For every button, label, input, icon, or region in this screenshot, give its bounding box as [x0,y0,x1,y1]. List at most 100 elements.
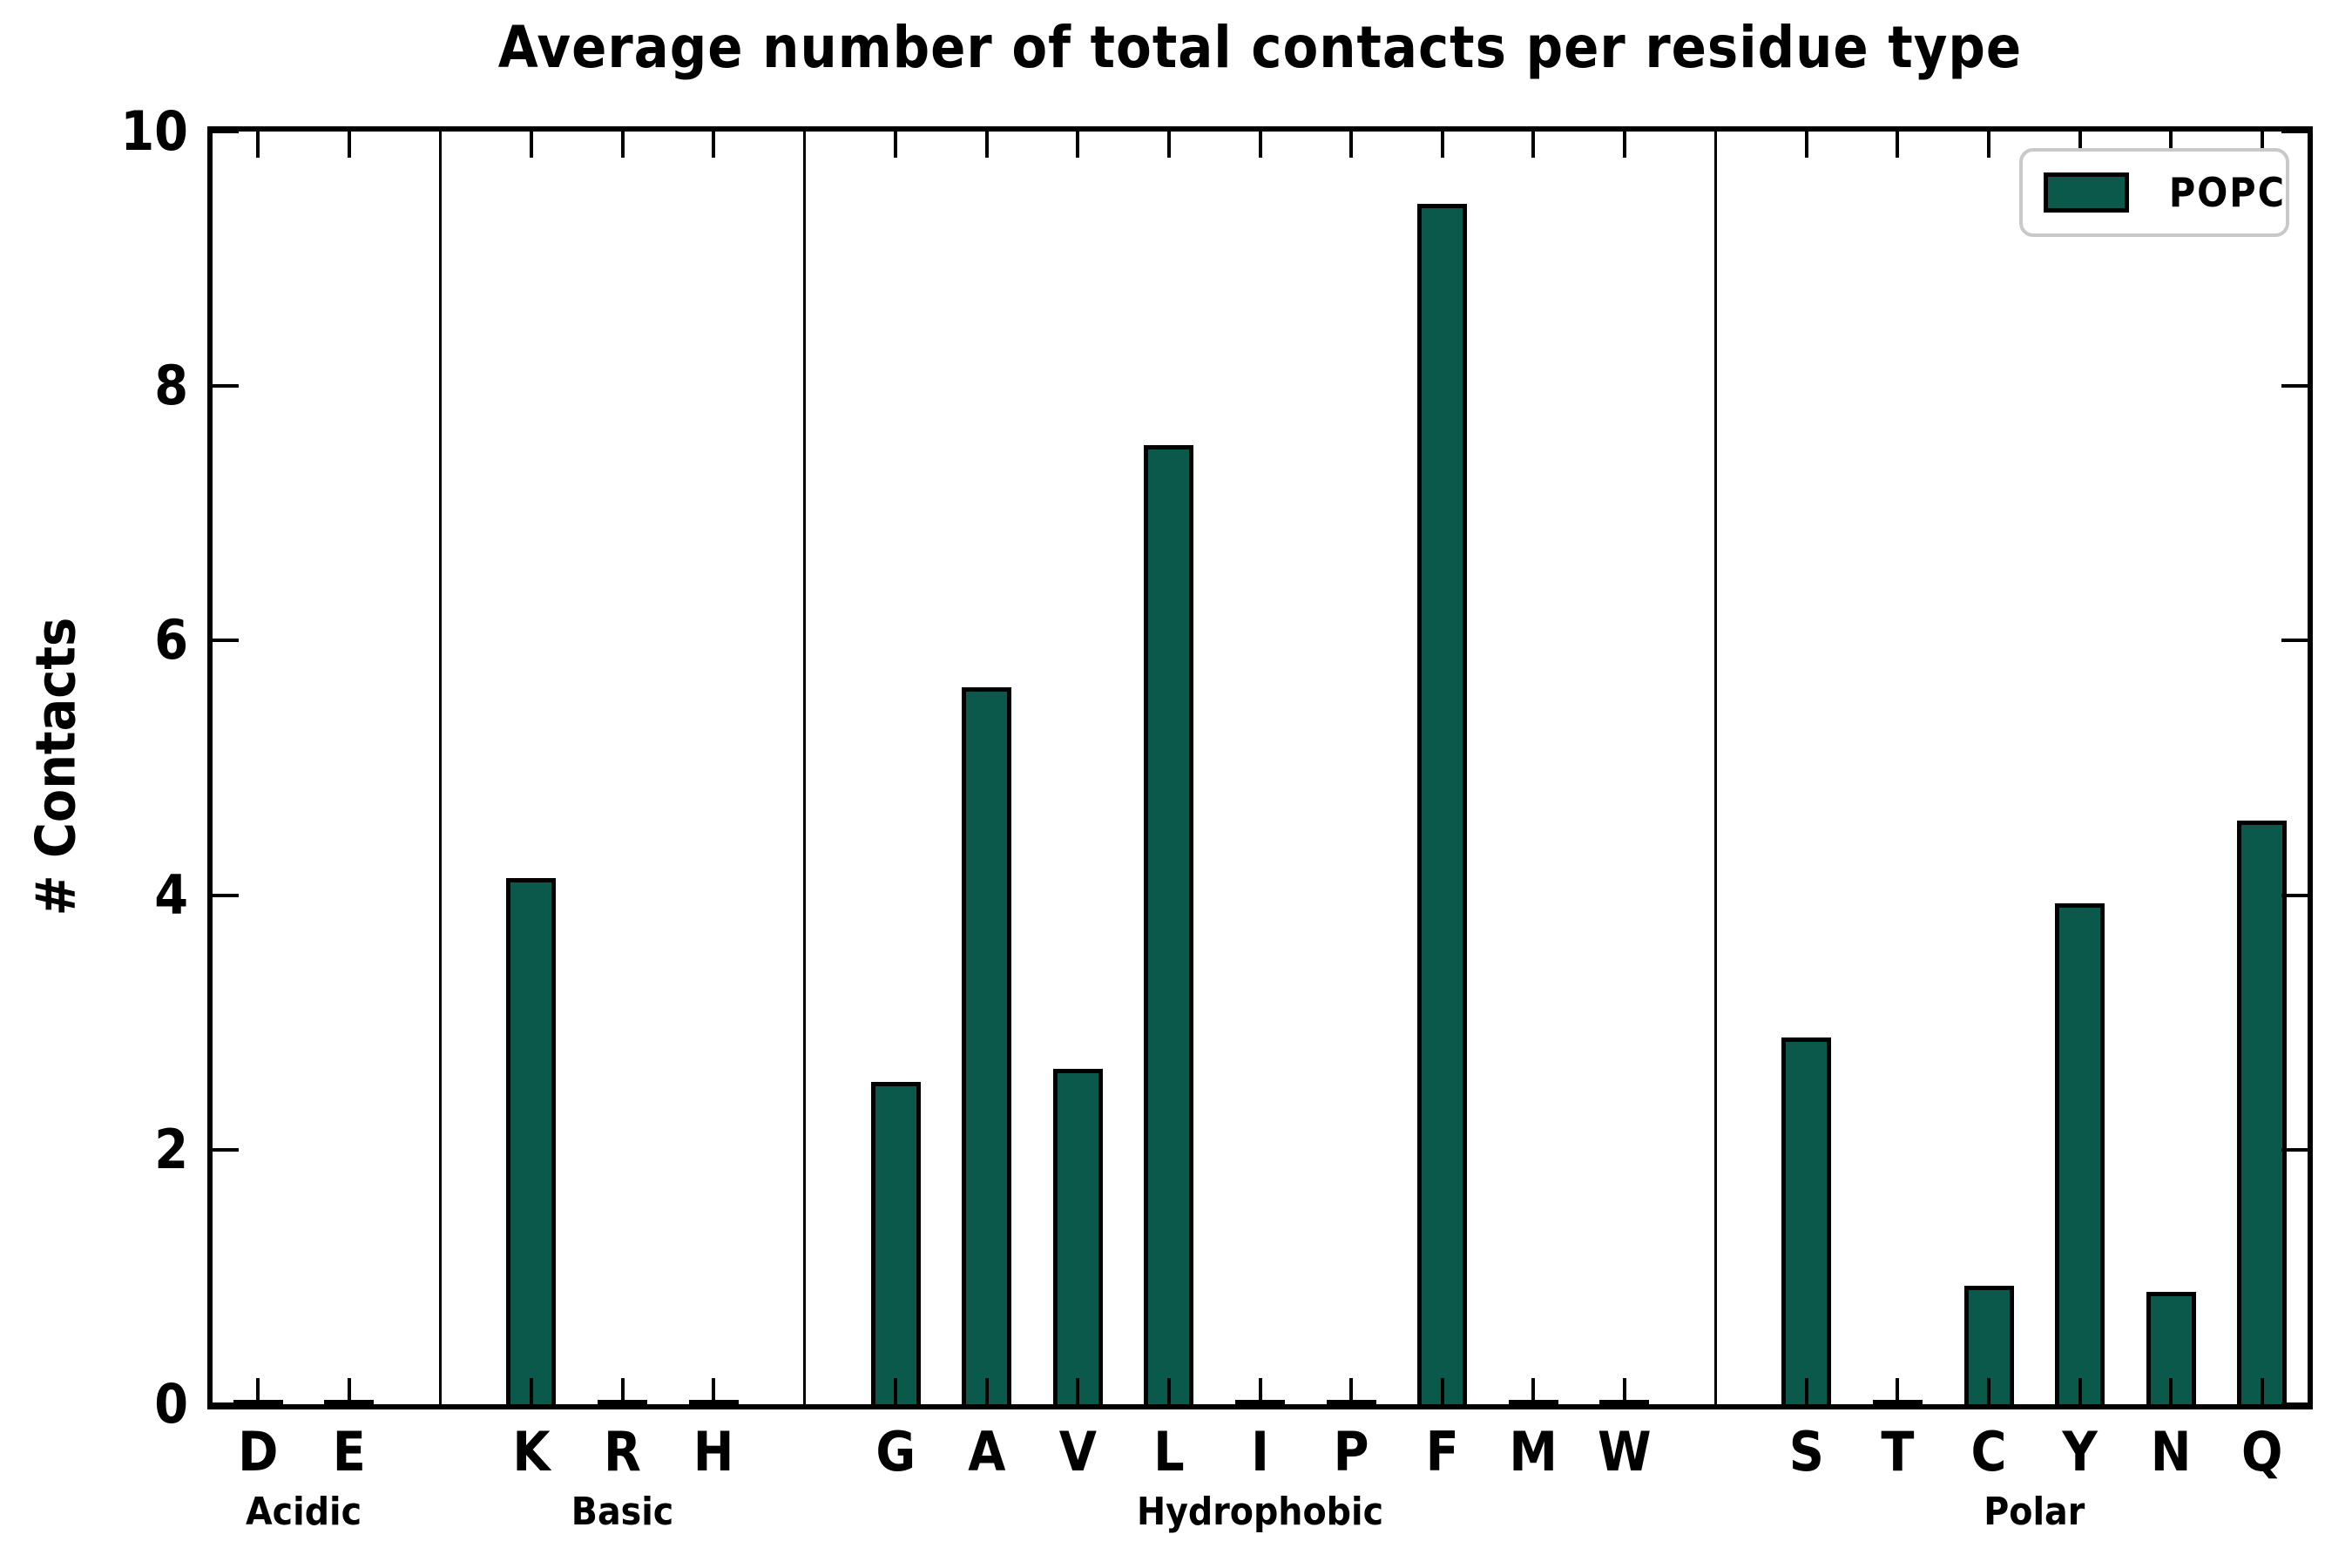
y-tick-label-4: 4 [154,862,188,927]
x-tick-top-P [1349,132,1354,158]
x-tick-top-H [712,132,716,158]
x-tick-label-R: R [604,1420,642,1484]
x-tick-bottom-W [1622,1378,1626,1404]
x-tick-bottom-Y [2078,1378,2082,1404]
x-tick-label-A: A [968,1420,1006,1484]
x-tick-bottom-V [1076,1378,1080,1404]
x-tick-top-C [1987,132,1991,158]
x-tick-top-Q [2260,132,2264,158]
x-tick-top-L [1166,132,1171,158]
bar-F [1417,203,1468,1404]
y-tick-right-4 [2281,893,2308,897]
x-tick-bottom-H [712,1378,716,1404]
x-tick-label-H: H [693,1420,734,1484]
x-tick-label-M: M [1509,1420,1558,1484]
x-tick-top-T [1896,132,1900,158]
x-tick-top-D [256,132,260,158]
x-tick-bottom-E [347,1378,351,1404]
x-tick-bottom-D [256,1378,260,1404]
y-tick-label-2: 2 [154,1117,188,1181]
y-tick-left-4 [213,893,239,897]
x-tick-label-S: S [1788,1420,1824,1484]
group-label-acidic: Acidic [246,1490,362,1534]
x-tick-top-G [894,132,898,158]
bar-Q [2237,821,2288,1404]
x-tick-top-F [1440,132,1444,158]
legend: POPC [2019,148,2289,237]
x-tick-bottom-N [2169,1378,2173,1404]
bar-G [870,1081,921,1404]
x-tick-bottom-I [1258,1378,1262,1404]
x-tick-label-L: L [1153,1420,1185,1484]
x-tick-bottom-G [894,1378,898,1404]
x-tick-top-R [620,132,625,158]
x-tick-top-A [984,132,989,158]
x-tick-top-V [1076,132,1080,158]
x-tick-label-G: G [875,1420,916,1484]
y-tick-label-10: 10 [120,99,188,163]
group-label-basic: Basic [571,1490,674,1534]
y-tick-left-10 [213,130,239,133]
x-tick-label-Y: Y [2062,1420,2098,1484]
x-tick-label-P: P [1333,1420,1369,1484]
group-separator-line [803,132,807,1404]
bar-K [506,878,557,1404]
plot-area [213,130,2308,1406]
y-tick-left-2 [213,1147,239,1152]
group-separator-line [438,132,442,1404]
y-tick-label-8: 8 [154,354,188,418]
x-tick-bottom-Q [2260,1378,2264,1404]
x-tick-top-N [2169,132,2173,158]
x-tick-bottom-A [984,1378,989,1404]
x-tick-top-I [1258,132,1262,158]
x-tick-top-Y [2078,132,2082,158]
x-tick-bottom-T [1896,1378,1900,1404]
x-tick-label-V: V [1058,1420,1097,1484]
x-tick-label-K: K [512,1420,551,1484]
legend-swatch-popc [2044,172,2129,213]
x-tick-top-E [347,132,351,158]
y-tick-right-6 [2281,639,2308,643]
x-tick-label-N: N [2150,1420,2192,1484]
x-tick-top-S [1804,132,1808,158]
chart-title: Average number of total contacts per res… [497,14,2023,81]
y-tick-right-8 [2281,384,2308,389]
x-tick-label-F: F [1425,1420,1459,1484]
y-tick-left-8 [213,384,239,389]
x-tick-bottom-K [529,1378,533,1404]
x-tick-label-C: C [1970,1420,2007,1484]
x-tick-bottom-M [1531,1378,1536,1404]
bar-A [962,686,1012,1404]
y-tick-label-6: 6 [154,608,188,672]
group-label-hydrophobic: Hydrophobic [1136,1490,1384,1534]
x-tick-bottom-S [1804,1378,1808,1404]
bar-L [1144,445,1194,1404]
x-tick-bottom-C [1987,1378,1991,1404]
y-tick-right-0 [2281,1402,2308,1406]
x-tick-label-W: W [1597,1420,1652,1484]
x-tick-bottom-L [1166,1378,1171,1404]
bar-N [2146,1291,2196,1404]
y-tick-right-2 [2281,1147,2308,1152]
x-tick-top-K [529,132,533,158]
y-tick-left-6 [213,639,239,643]
x-tick-bottom-P [1349,1378,1354,1404]
x-tick-label-D: D [238,1420,279,1484]
y-tick-left-0 [213,1402,239,1406]
x-tick-bottom-R [620,1378,625,1404]
group-separator-line [1713,132,1717,1404]
x-tick-bottom-F [1440,1378,1444,1404]
y-tick-label-0: 0 [154,1372,188,1436]
x-tick-label-Q: Q [2240,1420,2283,1484]
x-tick-label-E: E [332,1420,366,1484]
x-tick-label-I: I [1251,1420,1269,1484]
bar-Y [2055,903,2105,1404]
y-tick-right-10 [2281,130,2308,133]
x-tick-top-W [1622,132,1626,158]
x-tick-label-T: T [1881,1420,1915,1484]
group-label-polar: Polar [1984,1490,2085,1534]
bar-S [1781,1037,1832,1404]
plot-frame [207,126,2313,1409]
bar-V [1052,1069,1103,1404]
